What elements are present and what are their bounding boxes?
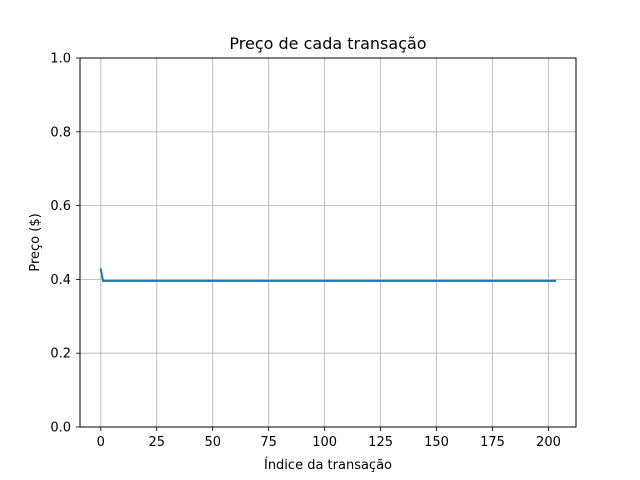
y-tick-label: 1.0 <box>50 52 71 67</box>
x-tick-label: 0 <box>97 435 105 450</box>
x-tick-label: 50 <box>204 435 221 450</box>
x-tick-label: 100 <box>312 435 337 450</box>
y-axis-label: Preço ($) <box>28 213 43 271</box>
y-tick-label: 0.2 <box>50 347 71 362</box>
y-tick-label: 0.6 <box>50 199 71 214</box>
x-axis-ticks: 0 25 50 75 100 125 150 175 200 <box>97 427 561 450</box>
x-tick-label: 200 <box>536 435 561 450</box>
plot-frame <box>79 57 577 428</box>
x-axis-label: Índice da transação <box>264 457 392 473</box>
y-tick-label: 0.4 <box>50 273 71 288</box>
x-tick-label: 25 <box>148 435 165 450</box>
x-tick-label: 175 <box>480 435 505 450</box>
x-tick-label: 75 <box>260 435 277 450</box>
chart-title: Preço de cada transação <box>229 34 426 53</box>
y-tick-label: 0.8 <box>50 125 71 140</box>
y-tick-label: 0.0 <box>50 421 71 436</box>
plot-area-background <box>80 58 576 427</box>
y-axis-ticks: 0.0 0.2 0.4 0.6 0.8 1.0 <box>50 52 80 436</box>
x-tick-label: 125 <box>368 435 393 450</box>
series-layer <box>99 268 557 282</box>
x-tick-label: 150 <box>424 435 449 450</box>
price-series-line <box>99 268 557 282</box>
